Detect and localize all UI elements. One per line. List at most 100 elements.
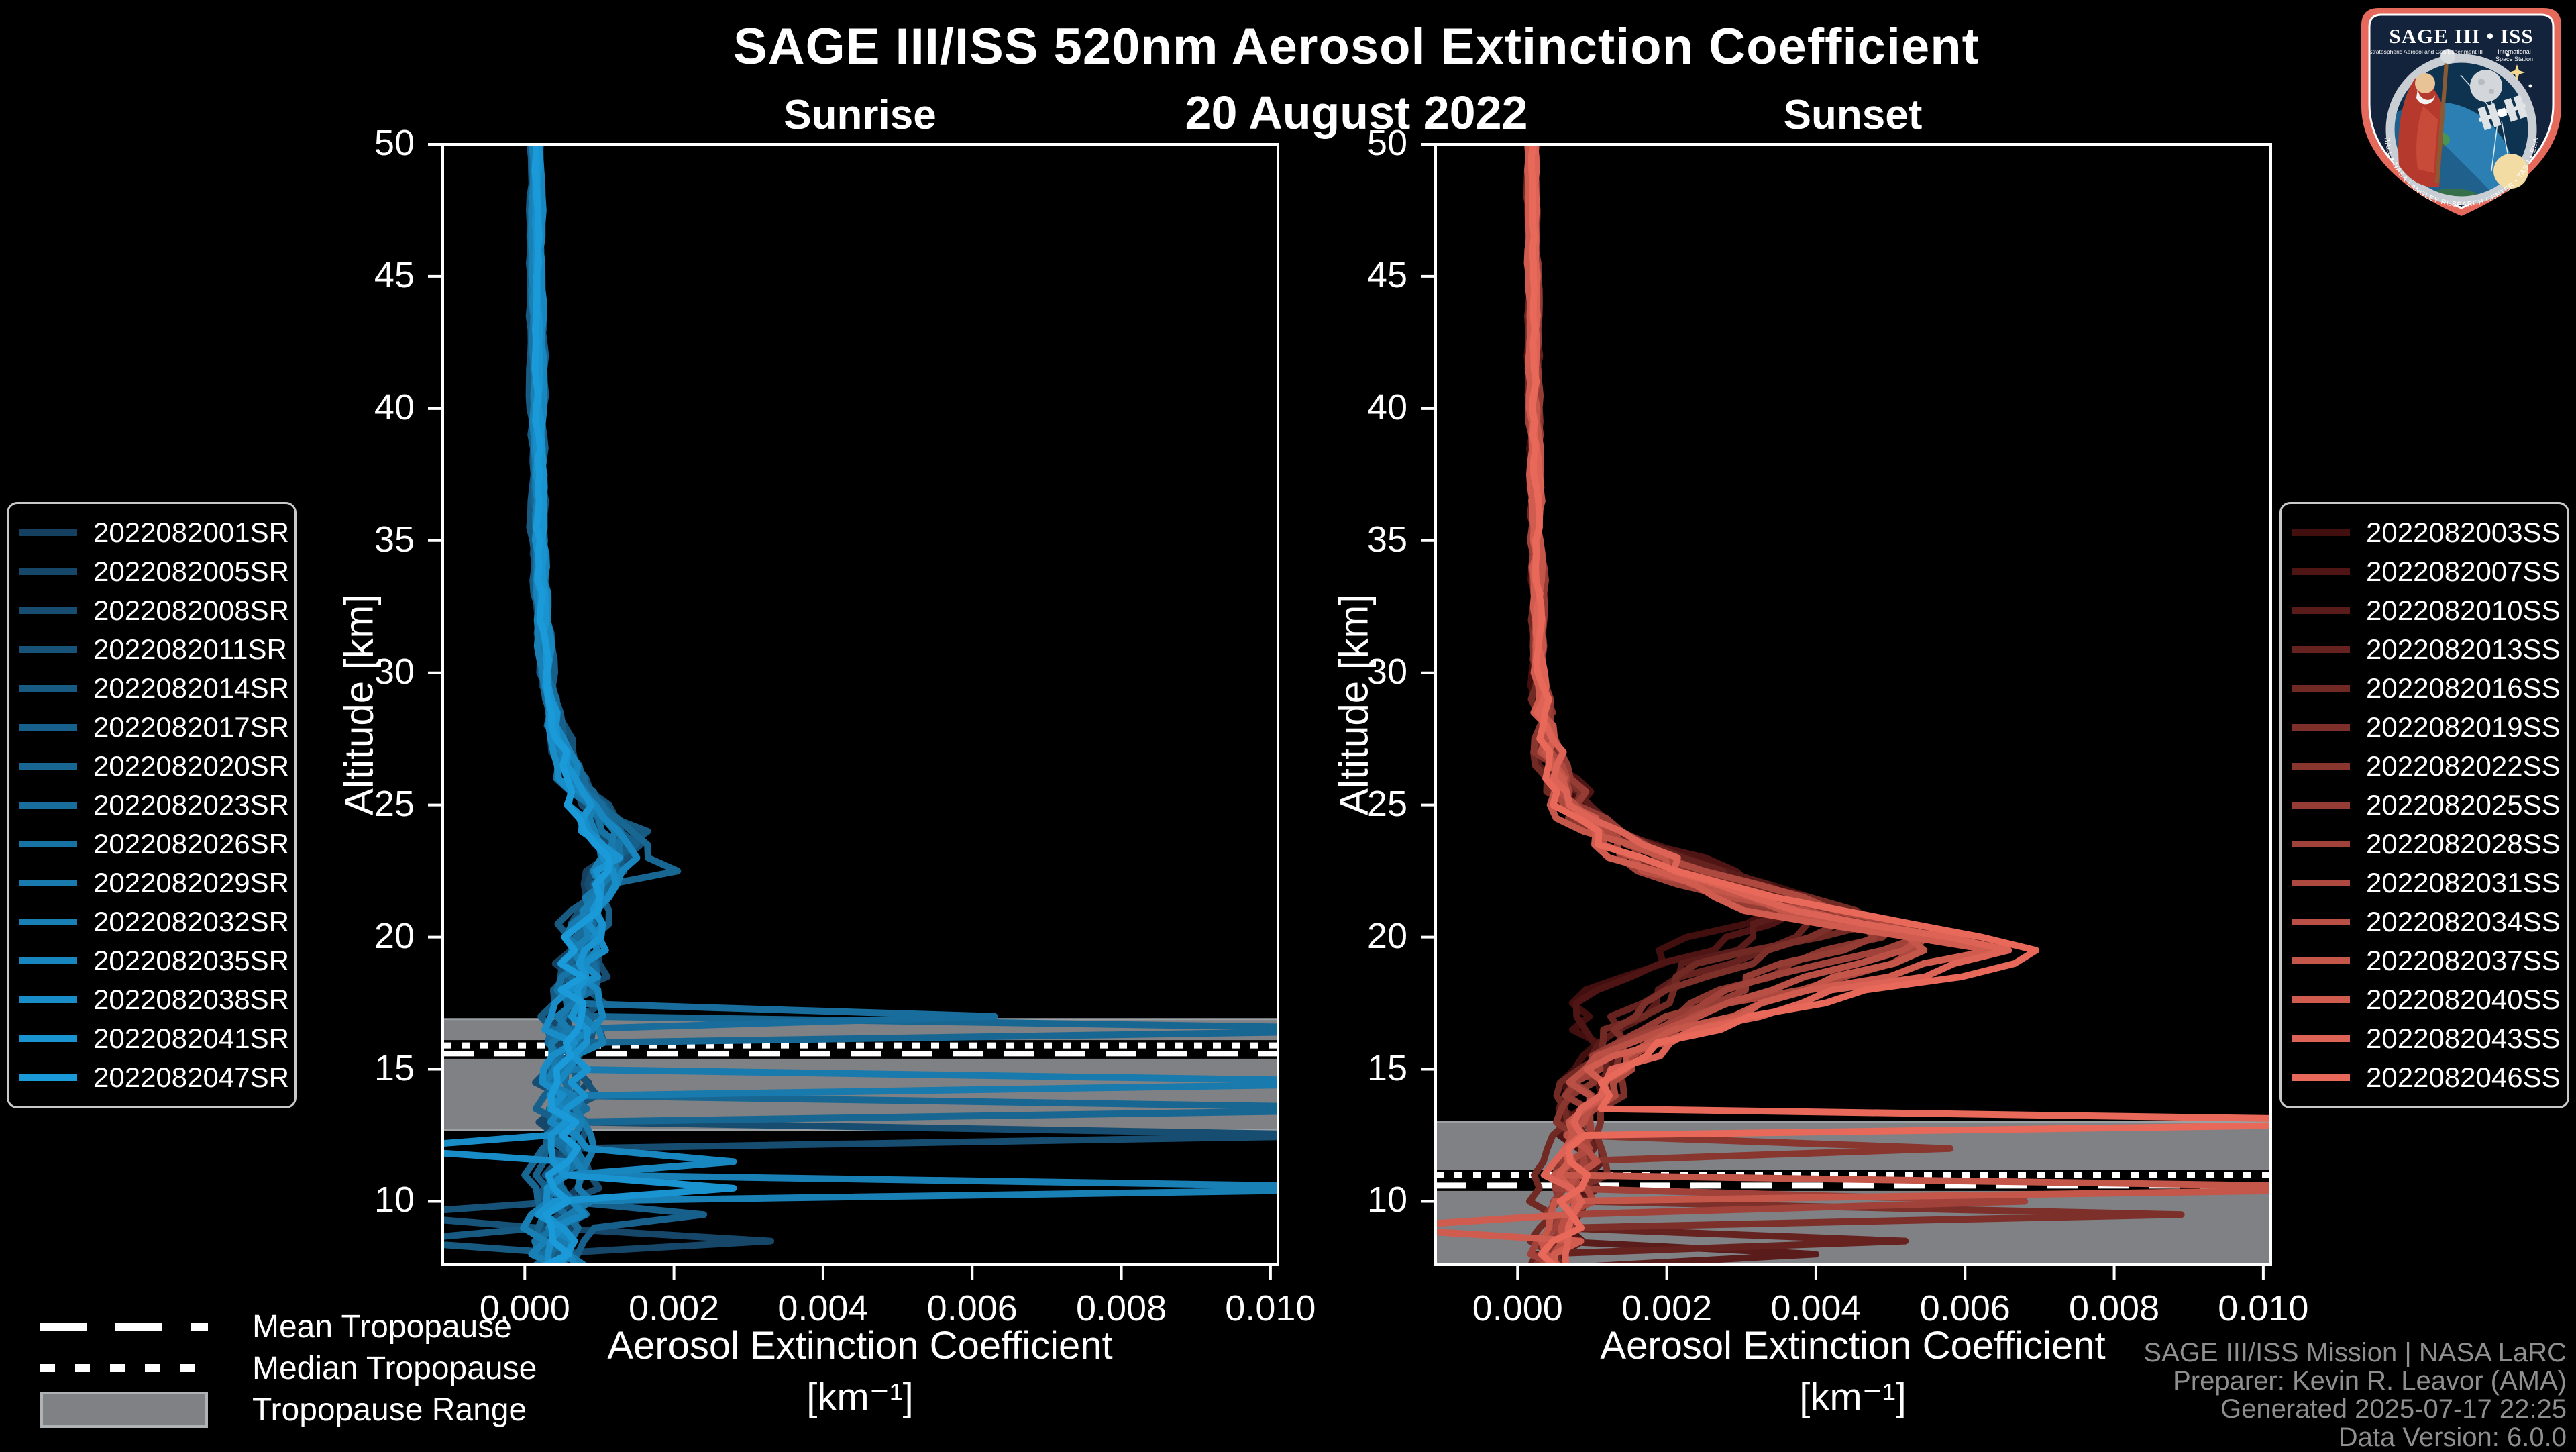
- legend-item: 2022082047SR: [19, 1058, 289, 1097]
- legend-line-swatch: [2292, 957, 2350, 964]
- legend-label: 2022082035SR: [93, 945, 289, 976]
- profile-2022082041SR: [533, 144, 737, 1265]
- legend-line-swatch: [2292, 802, 2350, 809]
- legend-item: 2022082026SR: [19, 825, 289, 864]
- legend-line-swatch: [19, 919, 77, 925]
- legend-line-swatch: [2292, 685, 2350, 692]
- legend-item: 2022082046SS: [2292, 1058, 2561, 1097]
- plot-area-sunset: [1436, 144, 2271, 1265]
- legend-label: 2022082003SS: [2366, 517, 2561, 548]
- x-axis-label-sunset: Aerosol Extinction Coefficient: [1600, 1324, 2106, 1367]
- legend-item: 2022082043SS: [2292, 1019, 2561, 1058]
- legend-item: 2022082034SS: [2292, 902, 2561, 941]
- legend-item: 2022082001SR: [19, 513, 289, 552]
- legend-item: 2022082038SR: [19, 980, 289, 1019]
- y-axis-label-sunrise: Altitude [km]: [336, 593, 382, 816]
- legend-label: 2022082005SR: [93, 556, 289, 587]
- legend-line-swatch: [19, 1074, 77, 1081]
- legend-line-swatch: [2292, 763, 2350, 770]
- legend-line-swatch: [19, 646, 77, 653]
- y-axis-label-sunset: Altitude [km]: [1331, 593, 1377, 816]
- y-tick-label-sunset: 20: [1366, 915, 1407, 956]
- y-tick-label-sunrise: 50: [374, 123, 415, 163]
- legend-label: 2022082013SS: [2366, 633, 2561, 665]
- legend-label: 2022082034SS: [2366, 906, 2561, 937]
- legend-item: 2022082011SR: [19, 630, 287, 669]
- y-tick-label-sunrise: 30: [374, 651, 415, 692]
- legend-item: 2022082008SR: [19, 591, 289, 630]
- logo-title: SAGE III • ISS: [2389, 24, 2533, 48]
- legend-line-swatch: [19, 763, 77, 770]
- legend-item: 2022082003SS: [2292, 513, 2561, 552]
- legend-item: 2022082005SR: [19, 552, 289, 591]
- median-tropopause-label: Median Tropopause: [252, 1350, 537, 1386]
- legend-line-swatch: [2292, 880, 2350, 886]
- logo-star-dot: [2506, 53, 2510, 57]
- y-tick-label-sunset: 25: [1366, 783, 1407, 824]
- legend-item: 2022082017SR: [19, 708, 289, 747]
- tropopause-legend: Mean Tropopause Median Tropopause Tropop…: [40, 1306, 537, 1431]
- y-tick-label-sunrise: 45: [374, 254, 415, 295]
- legend-label: 2022082022SS: [2366, 750, 2561, 782]
- y-tick-label-sunrise: 10: [374, 1180, 415, 1221]
- y-tick-label-sunrise: 25: [374, 783, 415, 824]
- legend-line-swatch: [19, 607, 77, 614]
- y-tick-label-sunset: 30: [1366, 651, 1407, 692]
- y-tick-label-sunset: 45: [1366, 254, 1407, 295]
- y-tick-label-sunset: 40: [1366, 386, 1407, 427]
- legend-line-swatch: [2292, 529, 2350, 536]
- legend-label: 2022082028SS: [2366, 828, 2561, 860]
- sunrise-legend: 2022082001SR 2022082005SR 2022082008SR 2022…: [7, 502, 297, 1108]
- legend-item: 2022082019SS: [2292, 708, 2561, 747]
- legend-line-swatch: [2292, 996, 2350, 1003]
- legend-line-swatch: [19, 957, 77, 964]
- legend-item: 2022082035SR: [19, 941, 289, 980]
- x-tick-label-sunset: 0.002: [1621, 1288, 1713, 1329]
- legend-label: 2022082010SS: [2366, 594, 2561, 626]
- y-tick-label-sunrise: 40: [374, 386, 415, 427]
- logo-moon-crater: [2489, 89, 2494, 94]
- legend-label: 2022082016SS: [2366, 672, 2561, 704]
- legend-label: 2022082043SS: [2366, 1023, 2561, 1054]
- plot-area-sunrise: [443, 144, 1278, 1265]
- y-tick-label-sunrise: 20: [374, 915, 415, 956]
- legend-item: 2022082020SR: [19, 747, 289, 786]
- logo-star-icon: [2509, 64, 2525, 81]
- tropopause-legend-mean-row: Mean Tropopause: [40, 1306, 537, 1347]
- attribution-block: SAGE III/ISS Mission | NASA LaRC Prepare…: [2143, 1338, 2567, 1451]
- legend-line-swatch: [2292, 1035, 2350, 1042]
- legend-item: 2022082010SS: [2292, 591, 2561, 630]
- legend-line-swatch: [19, 802, 77, 809]
- x-tick-label-sunrise: 0.008: [1075, 1288, 1167, 1329]
- logo-subtitle-left: Stratospheric Aerosol and Gas Experiment…: [2369, 48, 2483, 55]
- page-title: SAGE III/ISS 520nm Aerosol Extinction Co…: [733, 18, 1980, 75]
- preparer-credit: Preparer: Kevin R. Leavor (AMA): [2173, 1366, 2567, 1396]
- legend-label: 2022082001SR: [93, 517, 289, 548]
- legend-line-swatch: [2292, 607, 2350, 614]
- tropopause-range-label: Tropopause Range: [252, 1392, 527, 1428]
- x-tick-label-sunrise: 0.000: [479, 1288, 570, 1329]
- legend-item: 2022082031SS: [2292, 864, 2561, 902]
- y-tick-label-sunrise: 15: [374, 1047, 415, 1088]
- legend-label: 2022082011SR: [93, 633, 287, 665]
- legend-item: 2022082032SR: [19, 902, 289, 941]
- profile-2022082046SS: [1527, 144, 2271, 1265]
- x-tick-label-sunset: 0.006: [1919, 1288, 2010, 1329]
- legend-label: 2022082019SS: [2366, 711, 2561, 743]
- legend-label: 2022082046SS: [2366, 1061, 2561, 1093]
- legend-item: 2022082037SS: [2292, 941, 2561, 980]
- legend-label: 2022082025SS: [2366, 789, 2561, 821]
- logo-subtitle-right-2: Space Station: [2496, 56, 2533, 62]
- mission-credit: SAGE III/ISS Mission | NASA LaRC: [2143, 1338, 2567, 1367]
- y-tick-label-sunset: 15: [1366, 1047, 1407, 1088]
- profile-2022082047SR: [531, 144, 612, 1265]
- y-tick-label-sunset: 35: [1366, 519, 1407, 560]
- logo-star-dot: [2528, 84, 2532, 88]
- axes-frame-sunrise: [441, 143, 1279, 1266]
- logo-sage-figure: [2398, 49, 2455, 187]
- mission-logo: SAGE III • ISS Stratospheric Aerosol and…: [2361, 8, 2561, 216]
- legend-item: 2022082023SR: [19, 786, 289, 825]
- legend-label: 2022082008SR: [93, 594, 289, 626]
